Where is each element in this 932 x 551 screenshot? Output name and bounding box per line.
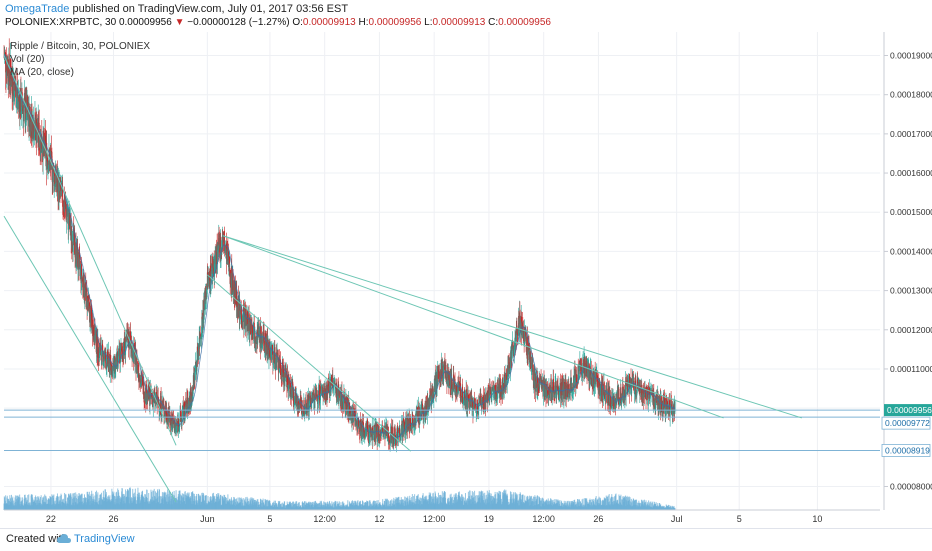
author-link[interactable]: OmegaTrade — [5, 3, 69, 15]
close-label: C: — [488, 17, 498, 28]
candle-body — [95, 335, 96, 342]
chart-header: OmegaTrade published on TradingView.com,… — [0, 0, 932, 32]
candle-body — [195, 371, 196, 380]
open-label: O: — [292, 17, 303, 28]
low-label: L: — [424, 17, 432, 28]
publish-line: OmegaTrade published on TradingView.com,… — [5, 3, 348, 15]
candle-body — [113, 366, 114, 378]
candle-body — [394, 440, 395, 444]
price-change: −0.00000128 (−1.27%) — [187, 17, 289, 28]
candle-body — [541, 379, 542, 382]
price-chart[interactable]: 0.000190000.000180000.000170000.00016000… — [0, 32, 932, 528]
candle-body — [178, 419, 179, 427]
down-arrow-icon: ▼ — [175, 17, 185, 28]
symbol-label: POLONIEX:XRPBTC, 30 — [5, 17, 116, 28]
last-price: 0.00009956 — [119, 17, 172, 28]
close-value: 0.00009956 — [498, 17, 551, 28]
candle-body — [36, 134, 37, 143]
open-value: 0.00009913 — [303, 17, 356, 28]
ohlc-line: POLONIEX:XRPBTC, 30 0.00009956 ▼ −0.0000… — [5, 17, 551, 28]
high-value: 0.00009956 — [369, 17, 422, 28]
candle-body — [150, 399, 151, 406]
published-text: published on TradingView.com, July 01, 2… — [72, 3, 348, 15]
low-value: 0.00009913 — [433, 17, 486, 28]
high-label: H: — [359, 17, 369, 28]
